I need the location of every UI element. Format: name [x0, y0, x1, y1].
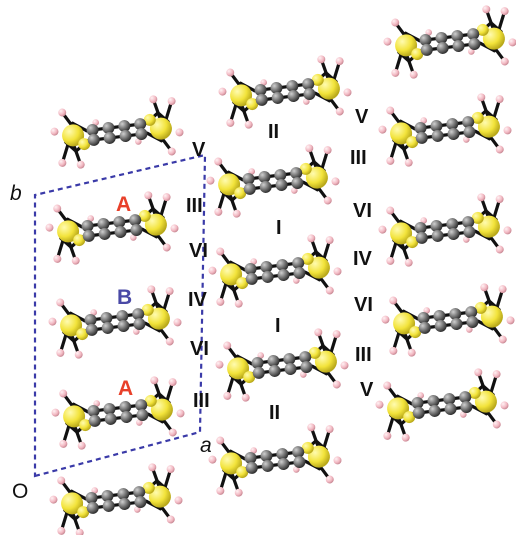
axis-label-b: b	[10, 182, 22, 205]
molecule-label-a-top: A	[116, 193, 131, 216]
molecule	[201, 139, 345, 223]
molecule	[373, 88, 516, 172]
molecule	[43, 280, 187, 364]
molecule	[210, 323, 354, 407]
contact-label: III	[193, 390, 210, 412]
contact-label: IV	[188, 289, 208, 311]
axis-label-a: a	[200, 434, 212, 457]
molecule	[378, 0, 516, 84]
molecule	[44, 458, 188, 535]
contact-label: IV	[353, 248, 373, 270]
contact-label: V	[355, 106, 369, 128]
origin-label: O	[12, 480, 28, 503]
molecule	[376, 278, 516, 362]
molecule	[203, 418, 347, 502]
molecule	[373, 188, 516, 272]
molecule-label-a-bottom: A	[118, 377, 133, 400]
contact-label: VI	[190, 338, 209, 360]
molecule	[370, 363, 514, 447]
contact-label: II	[269, 402, 280, 424]
molecule	[203, 229, 347, 313]
contact-label: I	[275, 315, 281, 337]
contact-label: VI	[189, 240, 208, 262]
molecule-label-b: B	[117, 286, 132, 309]
contact-label: V	[360, 379, 374, 401]
contact-label: VI	[354, 294, 373, 316]
contact-label: III	[355, 344, 372, 366]
contact-label: VI	[353, 200, 372, 222]
contact-label: II	[268, 121, 279, 143]
molecule	[40, 186, 184, 270]
contact-label: III	[350, 147, 367, 169]
contact-label: I	[276, 217, 282, 239]
contact-label: III	[186, 195, 203, 217]
contact-label: V	[192, 139, 206, 161]
molecule	[45, 90, 189, 174]
molecule	[213, 50, 357, 134]
